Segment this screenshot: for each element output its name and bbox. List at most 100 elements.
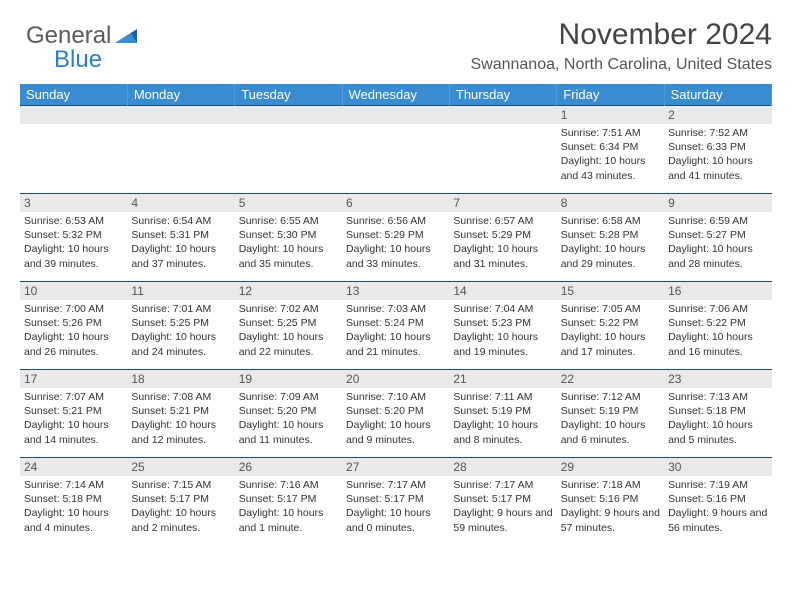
day-details: Sunrise: 7:09 AMSunset: 5:20 PMDaylight:…: [235, 388, 342, 451]
calendar-day-cell: [449, 106, 556, 194]
calendar-week-row: 1Sunrise: 7:51 AMSunset: 6:34 PMDaylight…: [20, 106, 772, 194]
sunset-text: Sunset: 5:24 PM: [346, 316, 445, 330]
day-number: 8: [557, 194, 664, 212]
daylight-text: Daylight: 10 hours and 2 minutes.: [131, 506, 230, 534]
day-number: 27: [342, 458, 449, 476]
day-number: 19: [235, 370, 342, 388]
daylight-text: Daylight: 10 hours and 37 minutes.: [131, 242, 230, 270]
daylight-text: Daylight: 10 hours and 41 minutes.: [668, 154, 767, 182]
calendar-day-cell: 12Sunrise: 7:02 AMSunset: 5:25 PMDayligh…: [235, 282, 342, 370]
daylight-text: Daylight: 10 hours and 33 minutes.: [346, 242, 445, 270]
sunrise-text: Sunrise: 7:19 AM: [668, 478, 767, 492]
day-number: 3: [20, 194, 127, 212]
calendar-day-cell: 3Sunrise: 6:53 AMSunset: 5:32 PMDaylight…: [20, 194, 127, 282]
sunset-text: Sunset: 5:32 PM: [24, 228, 123, 242]
sunset-text: Sunset: 5:17 PM: [239, 492, 338, 506]
sunrise-text: Sunrise: 7:01 AM: [131, 302, 230, 316]
weekday-header: Wednesday: [342, 84, 449, 106]
sunset-text: Sunset: 5:17 PM: [131, 492, 230, 506]
daylight-text: Daylight: 10 hours and 17 minutes.: [561, 330, 660, 358]
day-number: [127, 106, 234, 124]
sunrise-text: Sunrise: 6:56 AM: [346, 214, 445, 228]
daylight-text: Daylight: 10 hours and 6 minutes.: [561, 418, 660, 446]
sunrise-text: Sunrise: 6:53 AM: [24, 214, 123, 228]
sunset-text: Sunset: 5:25 PM: [131, 316, 230, 330]
sunset-text: Sunset: 5:21 PM: [131, 404, 230, 418]
calendar-day-cell: 2Sunrise: 7:52 AMSunset: 6:33 PMDaylight…: [664, 106, 771, 194]
day-details: Sunrise: 7:17 AMSunset: 5:17 PMDaylight:…: [449, 476, 556, 539]
sunrise-text: Sunrise: 7:00 AM: [24, 302, 123, 316]
calendar-day-cell: 13Sunrise: 7:03 AMSunset: 5:24 PMDayligh…: [342, 282, 449, 370]
day-number: 20: [342, 370, 449, 388]
day-number: 1: [557, 106, 664, 124]
daylight-text: Daylight: 10 hours and 31 minutes.: [453, 242, 552, 270]
weekday-header: Monday: [127, 84, 234, 106]
sunrise-text: Sunrise: 7:13 AM: [668, 390, 767, 404]
day-details: Sunrise: 7:11 AMSunset: 5:19 PMDaylight:…: [449, 388, 556, 451]
calendar-day-cell: 26Sunrise: 7:16 AMSunset: 5:17 PMDayligh…: [235, 458, 342, 546]
calendar-day-cell: 7Sunrise: 6:57 AMSunset: 5:29 PMDaylight…: [449, 194, 556, 282]
day-number: 22: [557, 370, 664, 388]
daylight-text: Daylight: 10 hours and 0 minutes.: [346, 506, 445, 534]
day-details: Sunrise: 6:57 AMSunset: 5:29 PMDaylight:…: [449, 212, 556, 275]
day-details: Sunrise: 7:02 AMSunset: 5:25 PMDaylight:…: [235, 300, 342, 363]
sunrise-text: Sunrise: 7:03 AM: [346, 302, 445, 316]
daylight-text: Daylight: 9 hours and 56 minutes.: [668, 506, 767, 534]
daylight-text: Daylight: 10 hours and 14 minutes.: [24, 418, 123, 446]
day-details: Sunrise: 7:18 AMSunset: 5:16 PMDaylight:…: [557, 476, 664, 539]
sunrise-text: Sunrise: 7:07 AM: [24, 390, 123, 404]
calendar-week-row: 10Sunrise: 7:00 AMSunset: 5:26 PMDayligh…: [20, 282, 772, 370]
daylight-text: Daylight: 10 hours and 24 minutes.: [131, 330, 230, 358]
sunset-text: Sunset: 5:21 PM: [24, 404, 123, 418]
daylight-text: Daylight: 10 hours and 5 minutes.: [668, 418, 767, 446]
daylight-text: Daylight: 10 hours and 16 minutes.: [668, 330, 767, 358]
day-number: 23: [664, 370, 771, 388]
day-number: 30: [664, 458, 771, 476]
weekday-header-row: SundayMondayTuesdayWednesdayThursdayFrid…: [20, 84, 772, 106]
sunset-text: Sunset: 5:20 PM: [346, 404, 445, 418]
sunset-text: Sunset: 5:25 PM: [239, 316, 338, 330]
day-details: Sunrise: 6:58 AMSunset: 5:28 PMDaylight:…: [557, 212, 664, 275]
day-number: 15: [557, 282, 664, 300]
day-number: [235, 106, 342, 124]
calendar-day-cell: 22Sunrise: 7:12 AMSunset: 5:19 PMDayligh…: [557, 370, 664, 458]
calendar-day-cell: 8Sunrise: 6:58 AMSunset: 5:28 PMDaylight…: [557, 194, 664, 282]
day-details: Sunrise: 7:51 AMSunset: 6:34 PMDaylight:…: [557, 124, 664, 187]
day-details: Sunrise: 7:13 AMSunset: 5:18 PMDaylight:…: [664, 388, 771, 451]
sunset-text: Sunset: 5:29 PM: [346, 228, 445, 242]
sunset-text: Sunset: 5:26 PM: [24, 316, 123, 330]
daylight-text: Daylight: 9 hours and 57 minutes.: [561, 506, 660, 534]
sunrise-text: Sunrise: 7:18 AM: [561, 478, 660, 492]
calendar-week-row: 24Sunrise: 7:14 AMSunset: 5:18 PMDayligh…: [20, 458, 772, 546]
day-number: 17: [20, 370, 127, 388]
sunset-text: Sunset: 5:16 PM: [668, 492, 767, 506]
day-number: 7: [449, 194, 556, 212]
day-number: 29: [557, 458, 664, 476]
calendar-day-cell: 5Sunrise: 6:55 AMSunset: 5:30 PMDaylight…: [235, 194, 342, 282]
calendar-day-cell: 30 Sunrise: 7:19 AMSunset: 5:16 PMDayligh…: [664, 458, 771, 546]
day-details: Sunrise: 7:10 AMSunset: 5:20 PMDaylight:…: [342, 388, 449, 451]
day-details: Sunrise: 7:15 AMSunset: 5:17 PMDaylight:…: [127, 476, 234, 539]
day-details: Sunrise: 7:16 AMSunset: 5:17 PMDaylight:…: [235, 476, 342, 539]
calendar-day-cell: 21Sunrise: 7:11 AMSunset: 5:19 PMDayligh…: [449, 370, 556, 458]
calendar-day-cell: 15Sunrise: 7:05 AMSunset: 5:22 PMDayligh…: [557, 282, 664, 370]
daylight-text: Daylight: 10 hours and 9 minutes.: [346, 418, 445, 446]
day-number: 11: [127, 282, 234, 300]
sunset-text: Sunset: 6:33 PM: [668, 140, 767, 154]
calendar-table: SundayMondayTuesdayWednesdayThursdayFrid…: [20, 84, 772, 546]
daylight-text: Daylight: 10 hours and 12 minutes.: [131, 418, 230, 446]
sunset-text: Sunset: 5:19 PM: [561, 404, 660, 418]
calendar-day-cell: 1Sunrise: 7:51 AMSunset: 6:34 PMDaylight…: [557, 106, 664, 194]
calendar-day-cell: 4Sunrise: 6:54 AMSunset: 5:31 PMDaylight…: [127, 194, 234, 282]
day-details: Sunrise: 7:04 AMSunset: 5:23 PMDaylight:…: [449, 300, 556, 363]
sunrise-text: Sunrise: 6:55 AM: [239, 214, 338, 228]
weekday-header: Thursday: [449, 84, 556, 106]
sunrise-text: Sunrise: 7:02 AM: [239, 302, 338, 316]
sunset-text: Sunset: 5:16 PM: [561, 492, 660, 506]
daylight-text: Daylight: 10 hours and 35 minutes.: [239, 242, 338, 270]
daylight-text: Daylight: 10 hours and 19 minutes.: [453, 330, 552, 358]
sunset-text: Sunset: 6:34 PM: [561, 140, 660, 154]
day-details: Sunrise: 7:01 AMSunset: 5:25 PMDaylight:…: [127, 300, 234, 363]
day-number: 26: [235, 458, 342, 476]
day-number: [449, 106, 556, 124]
